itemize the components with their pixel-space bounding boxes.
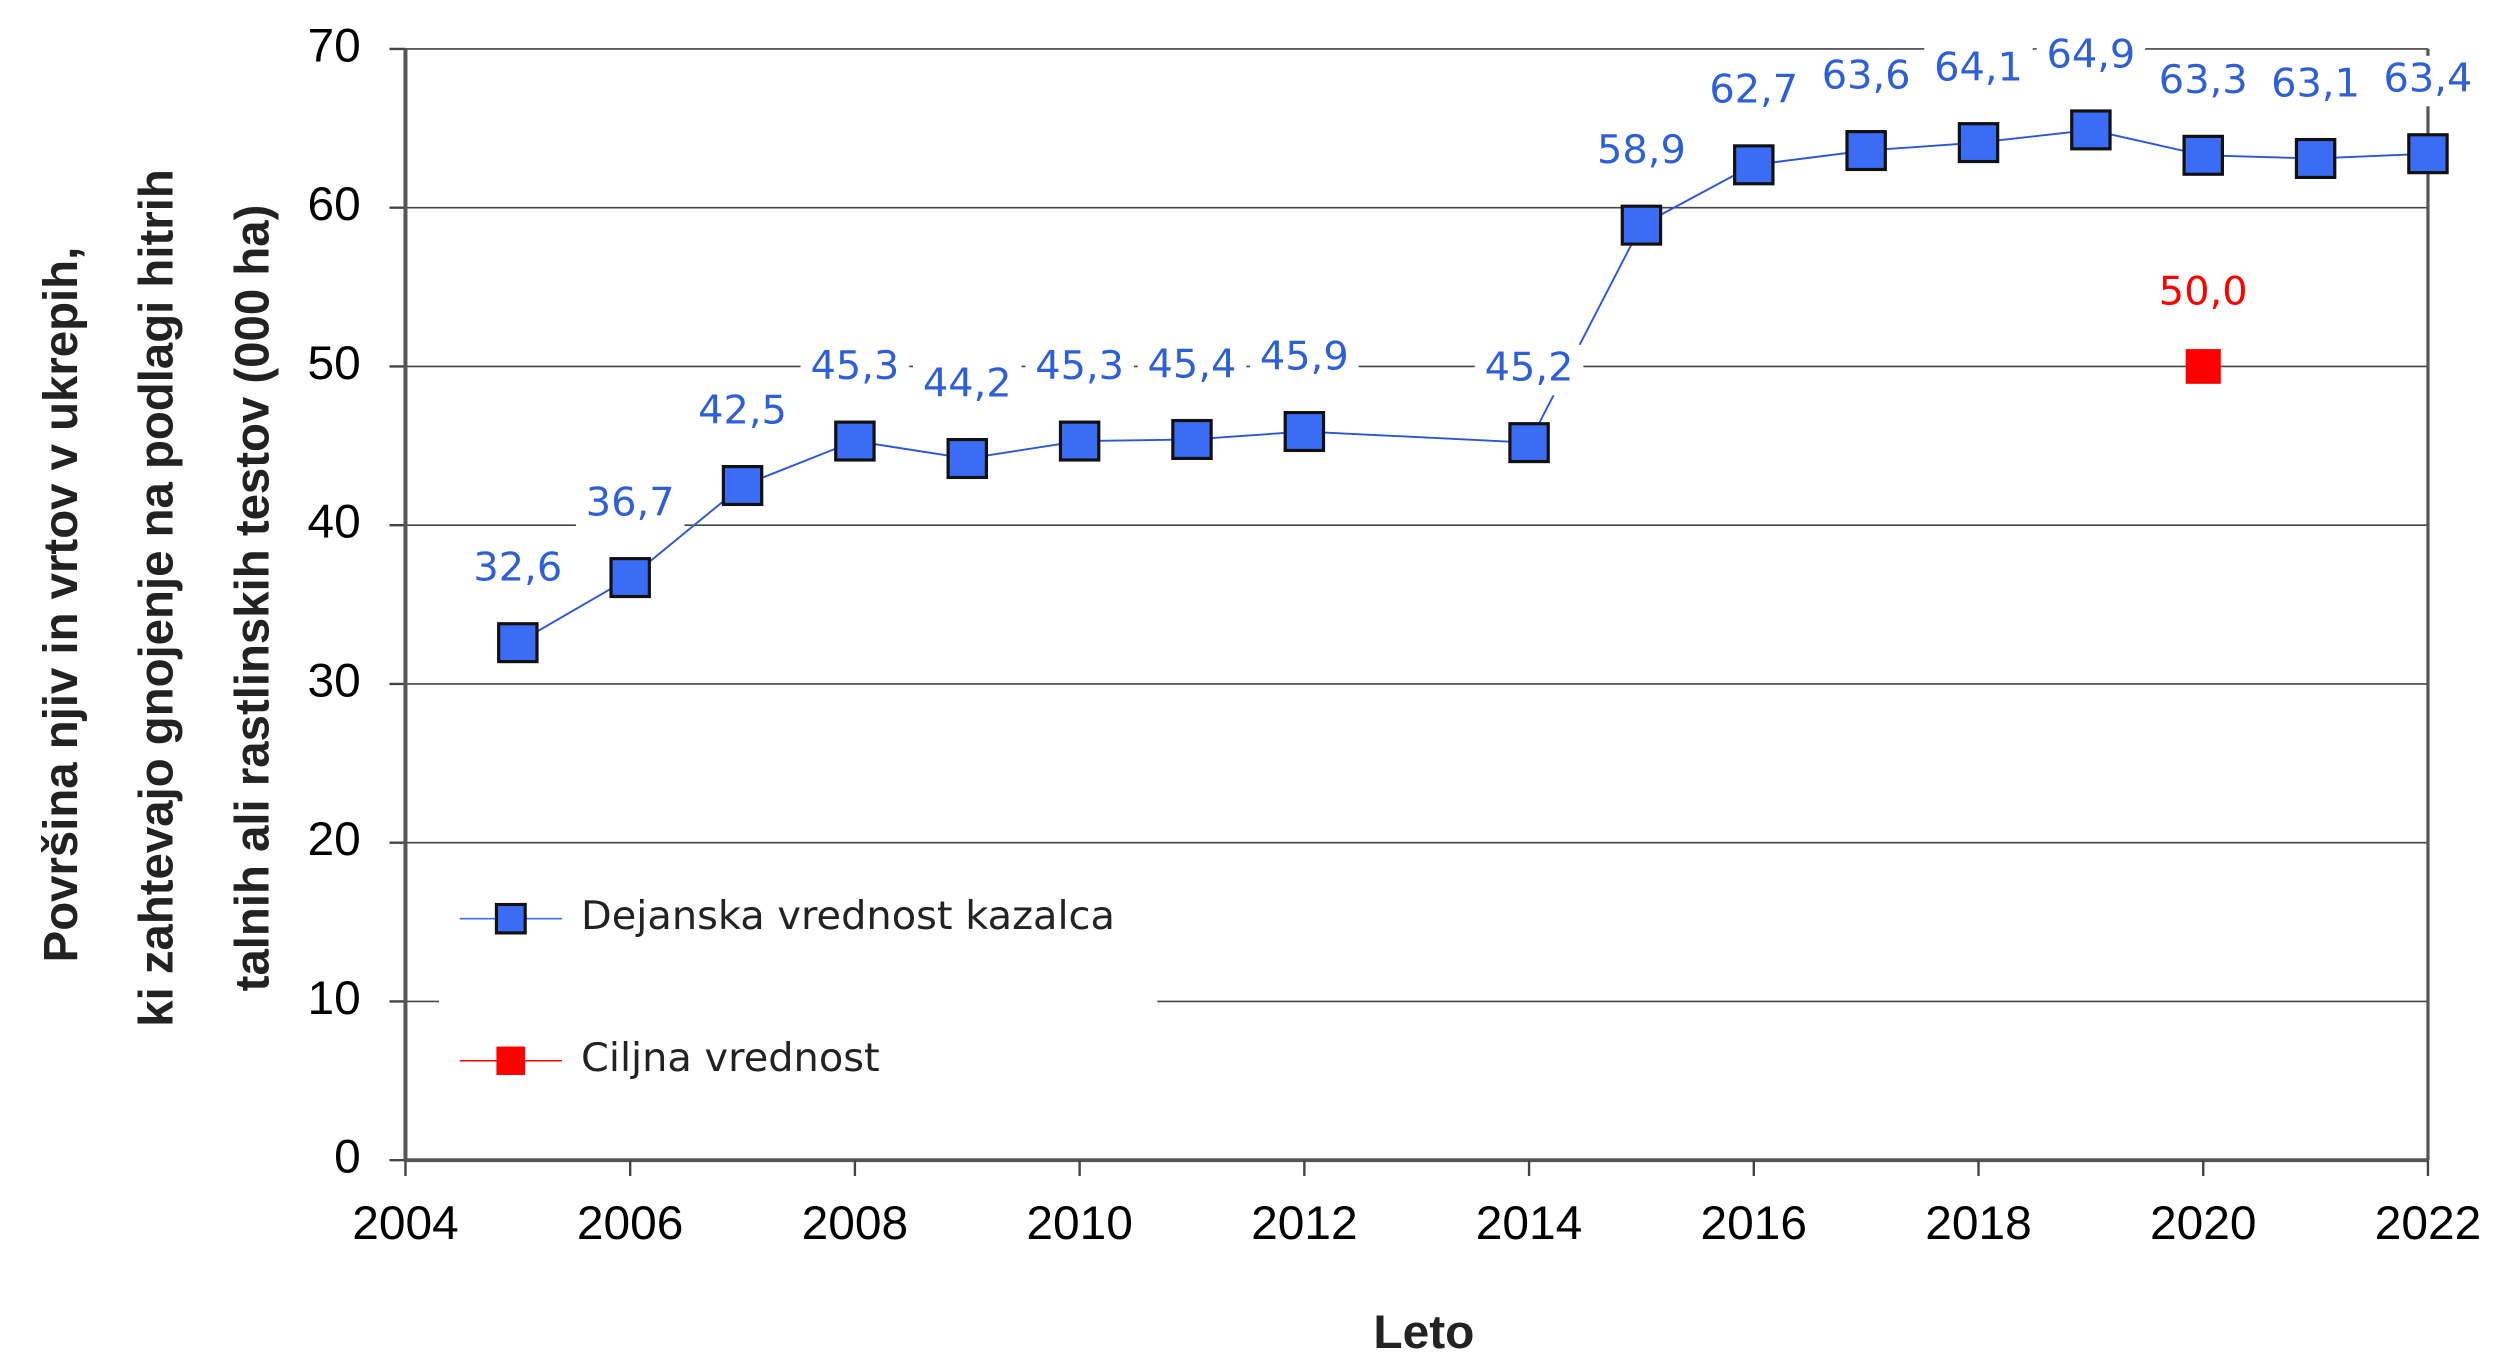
data-point [1171,418,1213,460]
data-label: 64,1 [1934,45,2023,91]
data-label: 44,2 [923,361,1012,407]
data-label-background [2261,60,2370,112]
x-tick-label: 2022 [2375,1197,2482,1250]
y-axis-title: Površina njiv in vrtov v ukrepih, ki zah… [34,169,279,1040]
data-label-background [463,544,573,596]
y-tick-label: 60 [307,178,360,231]
y-tick-label: 30 [307,655,360,708]
data-label-background [1924,44,2033,96]
data-label: 32,6 [473,545,562,591]
data-label: 45,3 [1035,343,1124,389]
data-point [1058,420,1101,462]
x-axis-title: Leto [1373,1306,1474,1359]
data-point [1620,204,1663,246]
data-label: 45,2 [1485,345,1574,391]
data-point [1845,130,1887,172]
data-point [497,622,539,664]
data-label-background [1025,343,1134,394]
y-tick-label: 10 [307,972,360,1025]
data-point [2185,349,2221,384]
y-tick-label: 50 [307,337,360,390]
x-tick-label: 2014 [1476,1197,1583,1250]
data-point [2407,133,2449,175]
data-label-background [2036,32,2146,83]
data-label: 63,3 [2159,57,2248,103]
x-tick-label: 2020 [2150,1197,2257,1250]
data-label-background [688,387,797,439]
x-tick-label: 2016 [1701,1197,1808,1250]
data-label: 42,5 [698,388,787,434]
data-label-background [2148,57,2258,108]
x-tick-label: 2018 [1925,1197,2032,1250]
data-label-background [575,479,685,531]
data-label: 63,1 [2271,61,2360,107]
data-label-background [1474,344,1584,396]
y-tick-label: 40 [307,496,360,549]
data-label: 50,0 [2159,268,2248,314]
data-label-background [1699,66,1809,118]
legend-marker [496,1046,526,1075]
legend-label: Ciljna vrednost [581,1035,880,1081]
data-label-background [2148,268,2258,320]
data-label: 45,9 [1260,334,1349,380]
x-tick-label: 2004 [352,1197,459,1250]
x-tick-label: 2006 [577,1197,684,1250]
legend-label: Dejanska vrednost kazalca [581,893,1115,939]
data-label: 45,3 [810,343,899,389]
data-label: 62,7 [1709,67,1798,113]
data-point [721,464,764,507]
data-point [2070,109,2112,151]
data-label-background [800,343,910,394]
legend-marker [494,902,527,935]
x-tick-label: 2012 [1251,1197,1358,1250]
data-point [946,437,989,480]
data-label: 64,9 [2046,32,2135,78]
data-label-background [1137,341,1247,393]
data-point [2294,137,2337,179]
data-label: 63,4 [2384,56,2473,102]
x-tick-label: 2008 [802,1197,909,1250]
data-label-background [1811,52,1921,104]
legend-background [438,868,1158,1129]
x-tick-label: 2010 [1026,1197,1133,1250]
y-tick-label: 20 [307,813,360,866]
y-tick-label: 0 [334,1131,361,1184]
legend: Dejanska vrednost kazalca Ciljna vrednost [438,868,1158,1129]
data-label: 63,6 [1822,53,1911,99]
data-point [1283,411,1326,453]
data-label-background [912,360,1022,412]
data-point [1957,122,2000,164]
data-label: 36,7 [586,480,675,526]
data-label: 58,9 [1597,127,1686,173]
data-point [2182,134,2224,176]
data-point [1508,422,1550,464]
data-label-background [2373,55,2483,107]
data-label-background [1587,127,1696,178]
y-tick-label: 70 [307,20,360,73]
data-point [609,557,651,599]
data-label: 45,4 [1148,342,1237,388]
data-point [1733,144,1775,186]
data-point [834,420,876,462]
data-label-background [1250,333,1359,385]
